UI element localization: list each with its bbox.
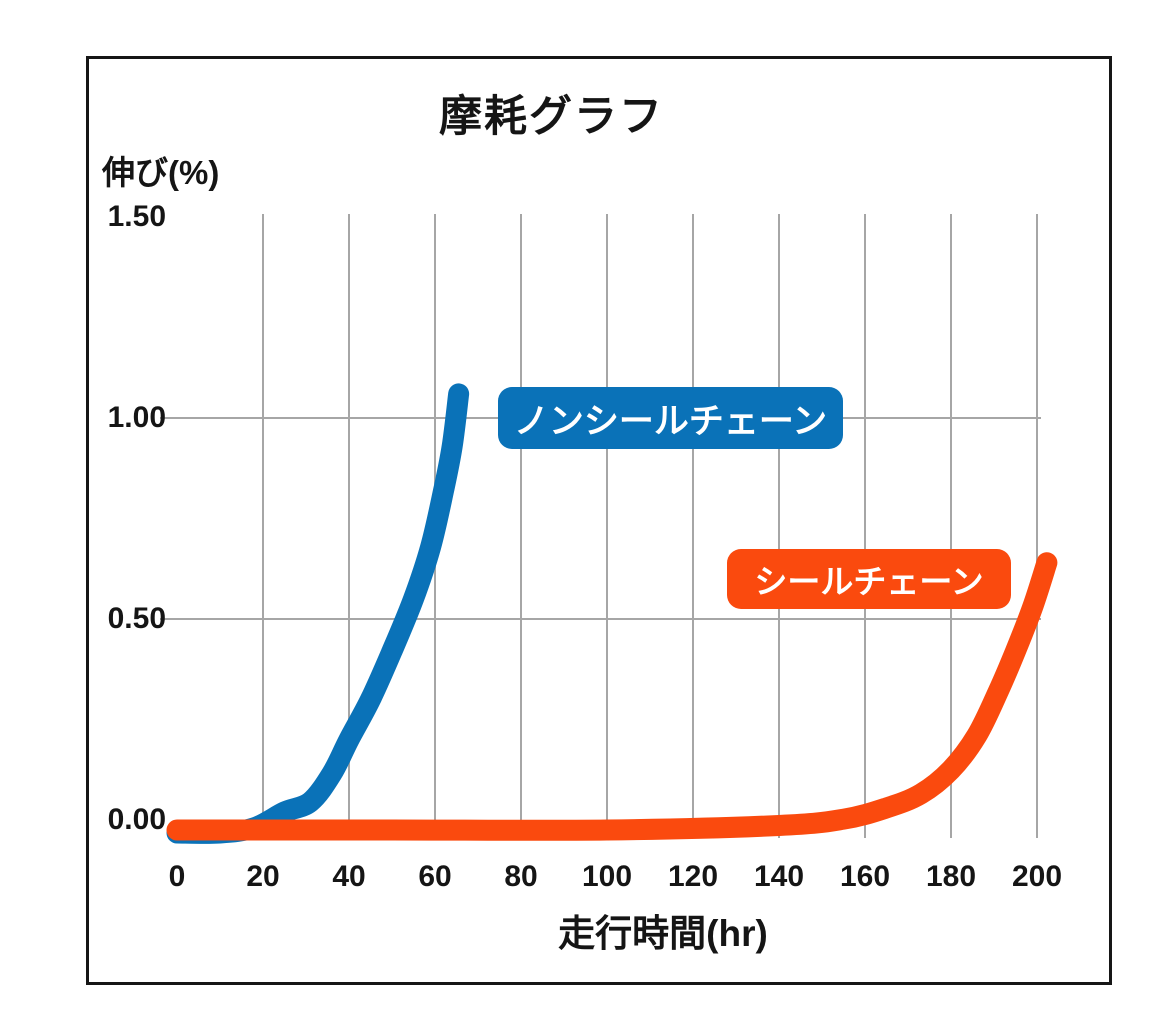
- y-tick-label: 1.50: [107, 200, 166, 233]
- x-tick-label: 80: [504, 860, 538, 893]
- gridlines: [160, 214, 1041, 838]
- legend-label-seal-chain: シールチェーン: [754, 563, 984, 600]
- x-tick-label: 20: [246, 860, 280, 893]
- x-axis-label: 走行時間(hr): [558, 913, 768, 954]
- x-tick-label: 40: [332, 860, 366, 893]
- y-tick-label: 0.00: [107, 803, 166, 836]
- legend-label-nonseal-chain: ノンシールチェーン: [513, 401, 828, 441]
- legend-badge-seal-chain: シールチェーン: [727, 549, 1011, 609]
- legend-badge-nonseal-chain: ノンシールチェーン: [498, 387, 843, 449]
- x-tick-label: 200: [1011, 860, 1063, 893]
- x-tick-label: 60: [418, 860, 452, 893]
- y-tick-label: 1.00: [107, 401, 166, 434]
- series-line-seal-chain: [166, 552, 1058, 841]
- x-tick-label: 140: [753, 860, 805, 893]
- series-lines: [166, 383, 1058, 844]
- y-tick-label: 0.50: [107, 602, 166, 635]
- x-tick-label: 100: [581, 860, 633, 893]
- y-axis-label: 伸び(%): [102, 154, 220, 191]
- x-tick-label: 0: [168, 860, 186, 893]
- chart-title: 摩耗グラフ: [439, 93, 664, 141]
- x-tick-label: 120: [667, 860, 719, 893]
- series-line-nonseal-chain: [166, 383, 470, 844]
- x-tick-label: 180: [925, 860, 977, 893]
- x-tick-label: 160: [839, 860, 891, 893]
